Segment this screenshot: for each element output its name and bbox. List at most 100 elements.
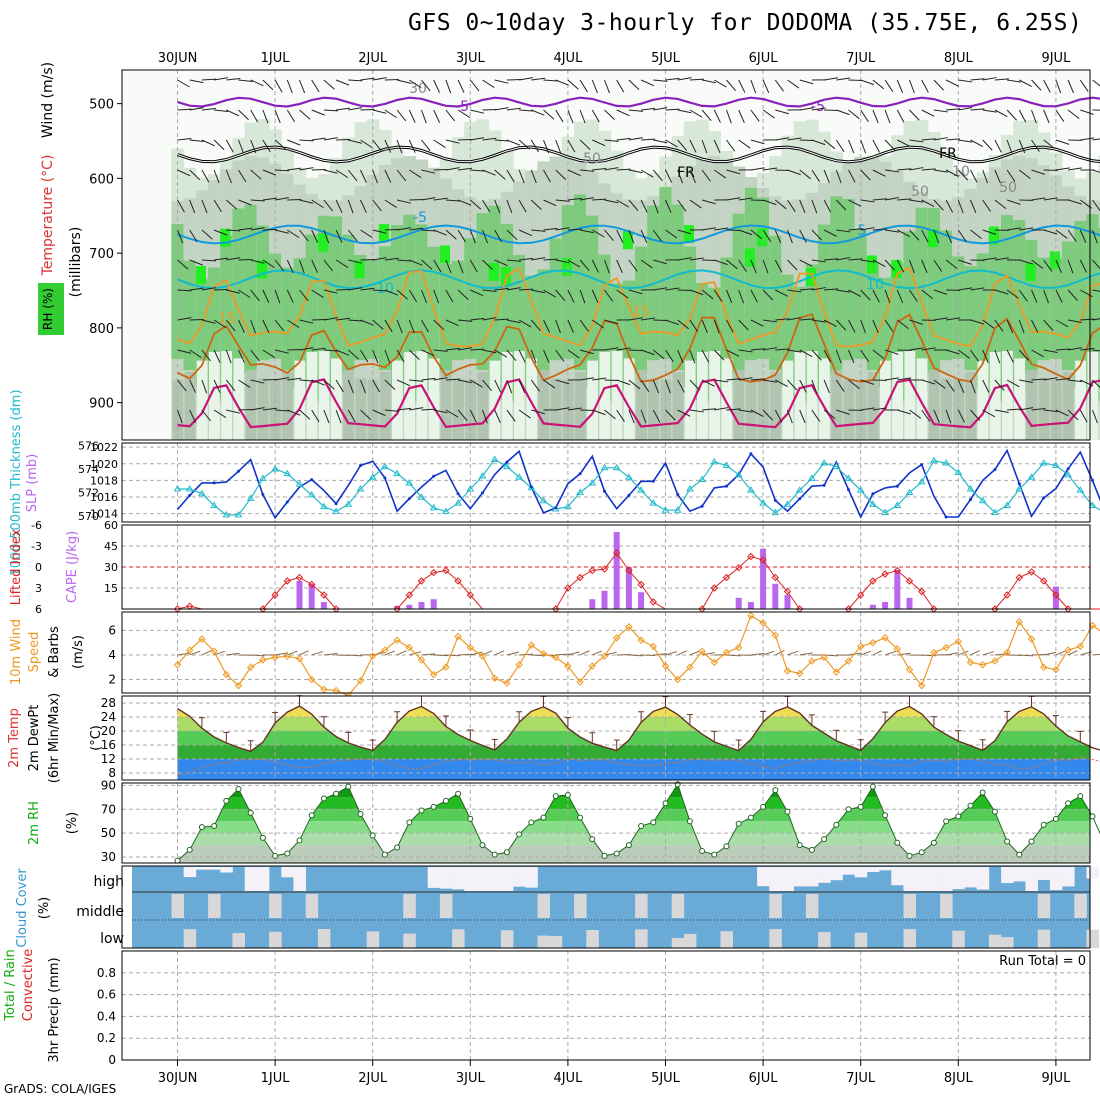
cloud-mid-bar — [537, 894, 550, 918]
wind-barb — [933, 169, 948, 173]
surface-wind-barb — [775, 650, 785, 656]
wind-barb — [189, 139, 204, 142]
wind-barb — [652, 199, 659, 214]
wind-barb — [872, 289, 880, 303]
wind-speed-point — [917, 681, 926, 690]
rh2m-point — [442, 797, 449, 804]
wind-barb — [372, 379, 381, 393]
wind-speed-point — [893, 645, 902, 653]
wind-barb — [860, 289, 871, 301]
wind-barb — [543, 227, 558, 231]
wind-barb — [958, 107, 973, 111]
rh2m-point — [906, 852, 913, 859]
wind-barb — [958, 79, 973, 83]
wind-barb — [421, 377, 436, 381]
wind-barb — [543, 379, 556, 389]
wind-barb — [652, 409, 661, 423]
wind-barb — [311, 229, 319, 243]
wind-barb — [799, 288, 814, 291]
cloud-low-bar — [683, 933, 697, 948]
cloud-low-bar — [183, 929, 197, 948]
thickness-point — [332, 507, 340, 514]
wind-barb — [445, 109, 456, 122]
wind-speed-point — [954, 637, 963, 646]
rh2m-point — [259, 834, 266, 841]
wind-barb — [787, 349, 802, 353]
wind-barb — [738, 319, 749, 331]
cape-bar — [613, 532, 620, 609]
thickness-point — [637, 486, 645, 493]
rh-band-90 — [683, 225, 695, 244]
rh-band-low — [587, 360, 598, 440]
slp-point — [481, 491, 484, 495]
slp-tick-label: 1022 — [90, 441, 118, 454]
wind-barb — [1079, 409, 1088, 423]
wind-barb — [311, 347, 326, 351]
rh-band-70 — [1098, 227, 1100, 402]
wind-barb — [470, 137, 485, 141]
thickness-point — [734, 470, 743, 478]
rh-band-70 — [769, 235, 782, 371]
wind-barb — [409, 198, 424, 201]
wind-barb — [323, 409, 330, 424]
wind-barb — [335, 259, 349, 268]
wind-barb — [616, 409, 625, 422]
rh-band-low — [294, 360, 306, 440]
wind-barb — [1031, 289, 1038, 304]
cloud-low-bar — [903, 929, 916, 948]
rh-band-low — [404, 351, 415, 440]
upper-air-ylabel-rh: RH (%) — [41, 288, 55, 330]
surface-wind-barb — [555, 653, 570, 656]
wind-barb — [238, 109, 249, 121]
wind-barb — [958, 139, 973, 143]
rh2m-point — [467, 815, 474, 822]
wind-barb — [677, 109, 692, 114]
cape-bar — [894, 569, 901, 609]
wind-speed-point — [295, 654, 304, 663]
date-label-top-9jul: 9JUL — [1041, 51, 1071, 66]
wind-speed-point — [222, 670, 231, 679]
cloud-high-bar — [915, 867, 929, 891]
slp-point — [676, 493, 680, 497]
rh2m-point — [247, 809, 254, 816]
wind-barb — [750, 409, 764, 417]
cloud-low-bar — [635, 929, 648, 948]
lifted-index-point — [1052, 591, 1060, 599]
wind-barb — [518, 169, 525, 184]
wind-speed-point — [234, 681, 243, 690]
wind-barb — [970, 409, 981, 421]
rh-band-low — [379, 372, 391, 440]
wind-barb — [714, 79, 727, 88]
wind-barb — [445, 79, 452, 94]
wind-barb — [823, 229, 837, 237]
slp-point — [603, 489, 606, 493]
wind-barb — [482, 199, 491, 213]
wind-barb — [897, 198, 912, 201]
rh2m-point — [760, 803, 767, 810]
wind-barb — [482, 108, 497, 111]
cloud-high-bar — [427, 867, 441, 888]
wind-barb — [726, 319, 734, 333]
rh2m-point — [979, 789, 986, 796]
cloud-low-bar — [769, 929, 782, 948]
wind-barb — [982, 257, 997, 261]
cape-bar — [638, 592, 645, 609]
date-label-top-5jul: 5JUL — [651, 51, 681, 66]
wind-barb — [591, 289, 599, 304]
wind-barb — [323, 349, 338, 352]
wind-barb — [677, 77, 692, 81]
wind-barb — [506, 169, 515, 183]
rh-band-low — [623, 358, 635, 440]
lifted-index-point — [637, 580, 645, 589]
wind-barb — [872, 349, 885, 359]
wind-barb — [213, 169, 220, 184]
slp-point — [407, 497, 411, 501]
surface-wind-barb — [604, 651, 617, 656]
wind-barb — [1043, 79, 1051, 93]
wind-barb — [311, 109, 325, 116]
wind-barb — [433, 259, 442, 273]
wind-barb — [250, 139, 257, 154]
wind-barb — [421, 109, 427, 124]
wind-barb — [823, 199, 832, 213]
wind-barb — [250, 259, 265, 264]
